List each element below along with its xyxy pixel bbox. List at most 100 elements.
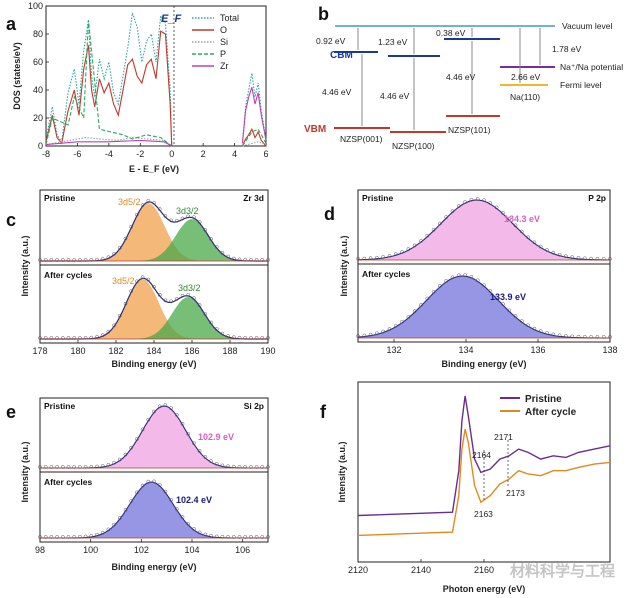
data-point [266,258,270,262]
data-point [243,257,248,262]
data-point [197,303,202,307]
data-point [49,465,54,469]
dos-plot-frame [45,5,267,147]
data-point [95,335,99,339]
dos-ytick-label: 0 [38,141,43,151]
dos-xlabel: E - E_F (eV) [129,164,179,174]
data-point [601,257,606,261]
peak-envelope [357,275,610,339]
data-point [431,227,436,232]
data-point [43,258,48,262]
zr3d-52-label-bottom: 3d5/2 [112,276,135,286]
data-point [129,499,134,503]
data-point [135,437,139,441]
si2p-xtick-label: 100 [83,545,98,555]
fermi-level-label: Fermi level [560,80,602,90]
annot-2173: 2173 [506,488,525,498]
data-point [425,296,430,301]
zr3d-xlabel: Binding energy (eV) [111,359,196,369]
data-point [494,295,499,300]
data-point [100,333,105,338]
p2p-xps-chart: 132 134 136 138 Pristine After cycles P 2p … [339,189,618,369]
dos-xtick-label: 2 [201,149,206,159]
data-point [78,465,82,469]
panel-label-d: d [324,204,335,224]
data-point [140,427,145,432]
data-point [419,239,423,243]
data-point [203,228,208,232]
zr3d-xtick-label: 190 [260,346,275,356]
data-point [152,479,156,484]
si2p-peaks [38,403,270,539]
data-point [100,257,105,261]
xanes-ylabel: Intensity (a.u.) [337,441,347,502]
data-point [209,459,213,464]
data-point [488,201,493,205]
data-point [38,535,42,539]
data-point [266,535,270,539]
data-point [488,289,493,293]
data-point [43,465,48,469]
data-point [38,336,42,340]
dos-ytick-label: 80 [33,29,43,39]
dos-legend-entry: Zr [220,61,229,71]
data-point [463,273,467,278]
data-point [163,489,168,494]
data-point [406,247,411,251]
zr3d-component [40,203,268,261]
zr3d-component [40,219,268,261]
p2p-element-label: P 2p [588,193,606,203]
data-point [157,483,162,487]
data-point [135,212,139,217]
data-point [197,530,202,535]
watermark: 材料科学与工程 [510,562,615,580]
si2p-xtick-label: 104 [184,545,199,555]
data-point [214,245,219,249]
data-point [60,336,65,340]
zr3d-52-label-top: 3d5/2 [118,197,141,207]
dos-ytick-label: 60 [33,57,43,67]
data-point [117,516,122,520]
data-point [192,215,196,220]
si2p-xtick-label: 106 [235,545,250,555]
data-point [72,535,77,539]
dos-xtick-label: 4 [232,149,237,159]
data-point [169,218,173,223]
data-point [66,336,71,340]
zr3d-component [40,279,268,339]
data-point [557,252,562,257]
dos-series-o [241,127,267,147]
dos-series-o [45,30,173,147]
xanes-series-pristine [357,395,611,517]
dos-xtick-label: -8 [42,149,50,159]
panel-label-e: e [6,402,16,422]
si2p-xtick-label: 102 [134,545,149,555]
data-point [463,200,467,204]
data-point [375,255,379,260]
data-point [387,327,392,331]
nzsp101-label: NZSP(101) [448,125,491,135]
data-point [55,535,59,539]
xanes-legend-entry: After cycle [525,407,577,418]
dos-xtick-label: -4 [105,149,113,159]
si2p-cycled-peak: 102.4 eV [176,495,212,505]
data-point [381,329,386,334]
zr3d-xtick-label: 178 [32,346,47,356]
data-point [117,245,122,250]
data-point [129,225,134,229]
dos-ylabel: DOS (states/eV) [12,42,22,110]
data-point [412,243,417,248]
data-point [249,465,253,469]
data-point [475,278,480,283]
data-point [456,204,461,208]
zr3d-peaks [38,199,270,340]
data-point [174,297,179,301]
data-point [43,336,48,340]
data-point [570,255,575,260]
xanes-xlabel: Photon energy (eV) [443,584,526,594]
data-point [501,211,505,215]
dos-legend-entry: P [220,49,226,59]
data-point [545,248,549,252]
gap100-band: 4.46 eV [380,91,410,101]
panel-label-c: c [6,210,16,230]
